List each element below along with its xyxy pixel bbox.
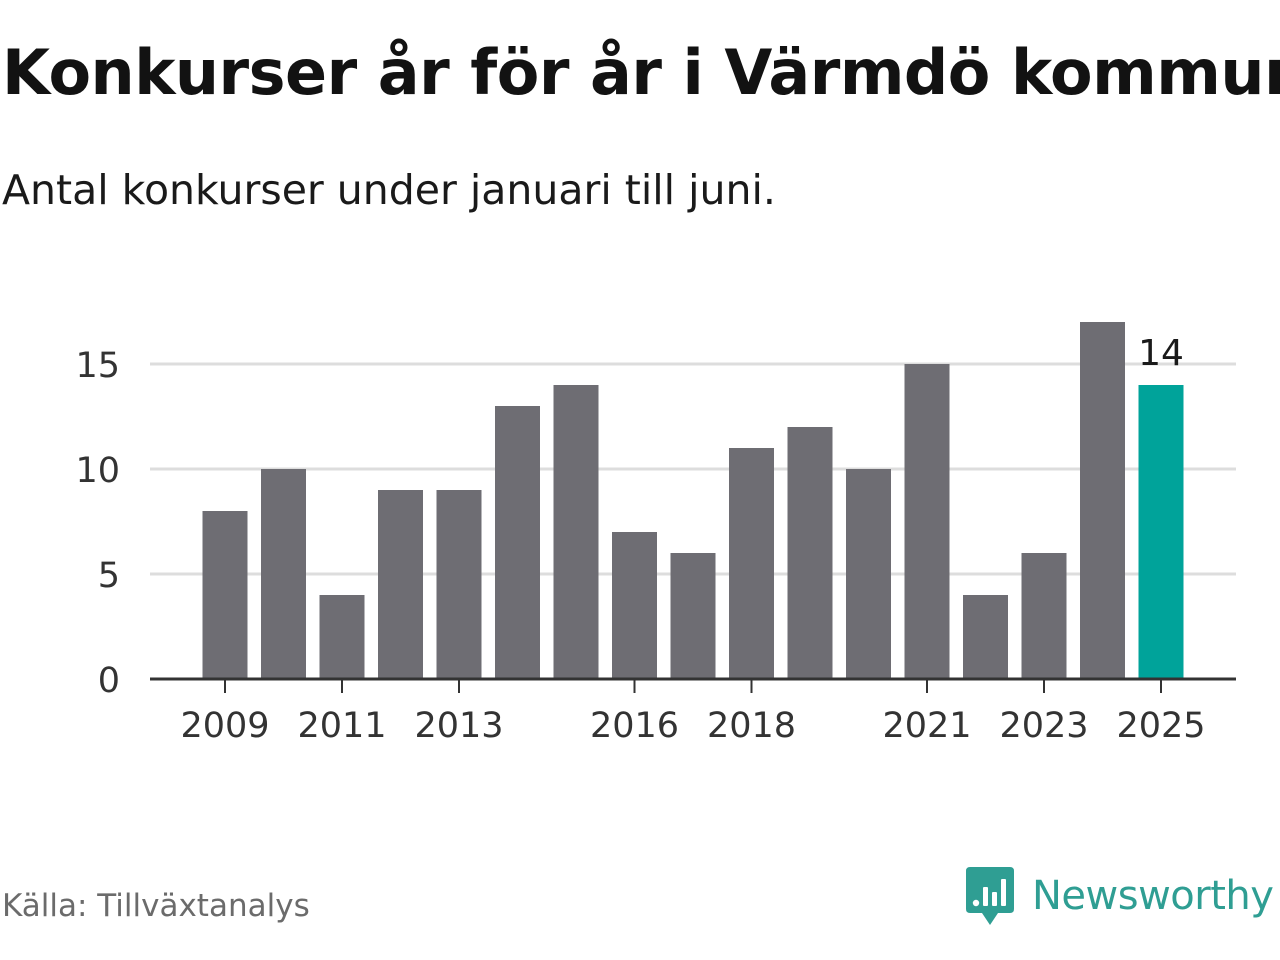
bar-2023: [1021, 553, 1067, 679]
x-tick-label-2023: 2023: [999, 706, 1088, 746]
bar-2013: [436, 490, 482, 679]
bar-2017: [670, 553, 716, 679]
x-axis: [150, 677, 1236, 693]
y-axis-labels: 0 5 10 15: [75, 346, 120, 701]
x-tick-label-2016: 2016: [590, 706, 679, 746]
bar-2025: [1138, 385, 1184, 679]
bar-2014: [495, 406, 540, 679]
bar-2020: [846, 469, 891, 679]
bar-2011: [319, 595, 365, 679]
bars: [202, 322, 1184, 679]
bar-2009: [202, 511, 248, 679]
x-tick-label-2011: 2011: [297, 706, 386, 746]
bar-2019: [787, 427, 833, 679]
bar-2024: [1080, 322, 1125, 679]
x-tick-label-2013: 2013: [414, 706, 503, 746]
annotations: 14: [1138, 333, 1184, 374]
bar-2010: [261, 469, 306, 679]
bar-2018: [729, 448, 774, 679]
newsworthy-logo-icon: [966, 867, 1014, 925]
y-tick-label-10: 10: [75, 451, 120, 491]
data-label-2025: 14: [1138, 333, 1184, 374]
grid-lines: [150, 362, 1236, 576]
brand-name: Newsworthy: [1032, 873, 1274, 919]
x-axis-labels: 2009 2011 2013 2016 2018 2021 2023 2025: [180, 706, 1205, 746]
x-tick-label-2018: 2018: [707, 706, 796, 746]
bar-2015: [553, 385, 599, 679]
chart-subtitle: Antal konkurser under januari till juni.: [2, 166, 776, 214]
bar-2012: [378, 490, 423, 679]
x-tick-label-2009: 2009: [180, 706, 269, 746]
y-tick-label-15: 15: [75, 346, 120, 386]
y-tick-label-0: 0: [98, 661, 120, 701]
x-tick-label-2021: 2021: [882, 706, 971, 746]
y-tick-label-5: 5: [98, 556, 120, 596]
brand-logo: Newsworthy: [964, 864, 1274, 928]
x-tick-label-2025: 2025: [1116, 706, 1205, 746]
bar-2021: [904, 364, 950, 679]
bar-2022: [963, 595, 1008, 679]
bar-2016: [612, 532, 657, 679]
chart-title: Konkurser år för år i Värmdö kommun: [2, 36, 1280, 109]
source-note: Källa: Tillväxtanalys: [2, 888, 310, 924]
